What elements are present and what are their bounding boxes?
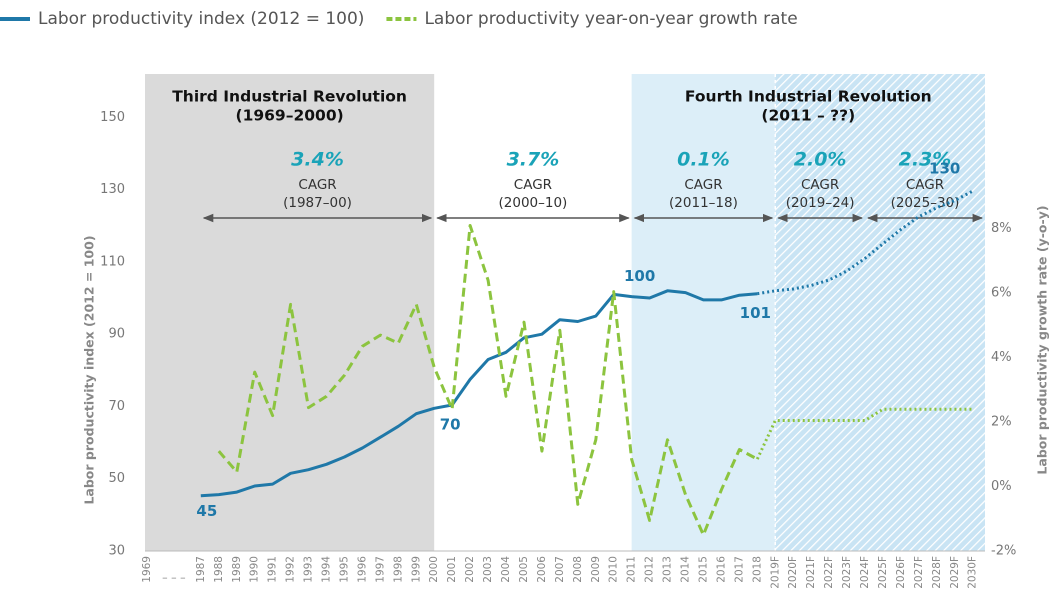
region-title: (2011 – ??) [761,107,855,125]
y2-tick-label: 6% [991,286,1012,301]
cagr-label: CAGR [801,177,839,193]
y-tick-label: 110 [100,254,125,269]
region-title: Fourth Industrial Revolution [685,88,932,106]
x-tick-label: 2022F [823,556,835,589]
cagr-value: 2.3% [899,149,952,171]
x-tick-label: 1990 [249,556,261,583]
y2-tick-label: 2% [991,415,1012,430]
x-tick-label: 2016 [715,556,727,583]
value-label: 45 [196,502,217,520]
x-tick-label: 2029F [949,556,961,589]
y-axis-title: Labor productivity index (2012 = 100) [82,235,97,504]
y2-axis-title: Labor productivity growth rate (y-o-y) [1035,205,1050,474]
x-tick-label: 1998 [392,556,404,583]
x-tick-label: 2021F [805,556,817,589]
x-tick-label: 2015 [697,556,709,583]
y-tick-label: 30 [108,544,125,559]
x-tick-label: 2017 [733,556,745,583]
y-tick-label: 150 [100,110,125,125]
x-gap-label: – – – [162,571,186,584]
x-tick-label: 2003 [482,556,494,583]
x-tick-label: 2009 [590,556,602,583]
region [631,74,776,551]
x-tick-label: 1969 [141,556,153,583]
x-tick-label: 2004 [500,556,512,583]
cagr-label: CAGR [684,177,722,193]
x-tick-label: 1992 [285,556,297,583]
x-tick-label: 1988 [213,556,225,583]
x-tick-label: 2027F [913,556,925,589]
x-tick-label: 1987 [195,556,207,583]
cagr-period: (2011–18) [669,195,738,211]
x-tick-label: 1991 [267,556,279,583]
region-title: Third Industrial Revolution [172,88,407,106]
y-tick-label: 50 [108,471,125,486]
y-tick-label: 90 [108,327,125,342]
x-tick-label: 2028F [931,556,943,589]
y2-tick-label: 4% [991,350,1012,365]
x-tick-label: 1993 [303,556,315,583]
x-tick-label: 1999 [410,556,422,583]
x-tick-label: 2026F [895,556,907,589]
x-tick-label: 1997 [374,556,386,583]
legend-label: Labor productivity year-on-year growth r… [424,9,797,29]
series-line [200,289,758,498]
series-line [757,189,974,296]
cagr-value: 0.1% [677,149,730,171]
x-tick-label: 1996 [356,556,368,583]
x-tick-label: 2008 [572,556,584,583]
x-tick-label: 2014 [680,556,692,583]
x-tick-label: 2002 [464,556,476,583]
x-tick-label: 2006 [536,556,548,583]
x-tick-label: 2025F [877,556,889,589]
x-tick-label: 2018 [751,556,763,583]
value-label: 130 [929,160,960,178]
region-title: (1969–2000) [235,107,343,125]
legend-label: Labor productivity index (2012 = 100) [38,9,364,29]
regions [145,74,985,551]
x-tick-label: 2000 [428,556,440,583]
cagr-label: CAGR [298,177,336,193]
value-label: 101 [740,304,771,322]
x-tick-label: 2013 [662,556,674,583]
x-tick-label: 2001 [446,556,458,583]
cagr-value: 3.4% [291,149,344,171]
cagr-label: CAGR [514,177,552,193]
x-tick-label: 2024F [859,556,871,589]
x-tick-label: 2023F [841,556,853,589]
y2-tick-label: -2% [991,544,1016,559]
value-label: 100 [624,267,655,285]
forecast-region [775,74,985,551]
x-tick-label: 2030F [967,556,979,589]
cagr-period: (2000–10) [499,195,568,211]
x-tick-label: 2007 [554,556,566,583]
y2-tick-label: 8% [991,221,1012,236]
y2-tick-label: 0% [991,479,1012,494]
series-line [755,407,973,460]
x-tick-label: 1994 [321,556,333,583]
cagr-value: 2.0% [794,149,847,171]
x-tick-label: 1995 [338,556,350,583]
cagr-period: (1987–00) [283,195,352,211]
x-tick-label: 1989 [231,556,243,583]
y-tick-label: 70 [108,399,125,414]
x-tick-label: 2020F [787,556,799,589]
x-tick-label: 2019F [769,556,781,589]
series-line [217,224,759,537]
x-tick-label: 2005 [518,556,530,583]
cagr-label: CAGR [906,177,944,193]
x-tick-label: 2012 [644,556,656,583]
x-tick-label: 2011 [626,556,638,583]
value-label: 70 [440,416,461,434]
x-tick-label: 2010 [608,556,620,583]
y-tick-label: 130 [100,182,125,197]
cagr-value: 3.7% [507,149,560,171]
cagr-period: (2019–24) [786,195,855,211]
cagr-period: (2025–30) [891,195,960,211]
